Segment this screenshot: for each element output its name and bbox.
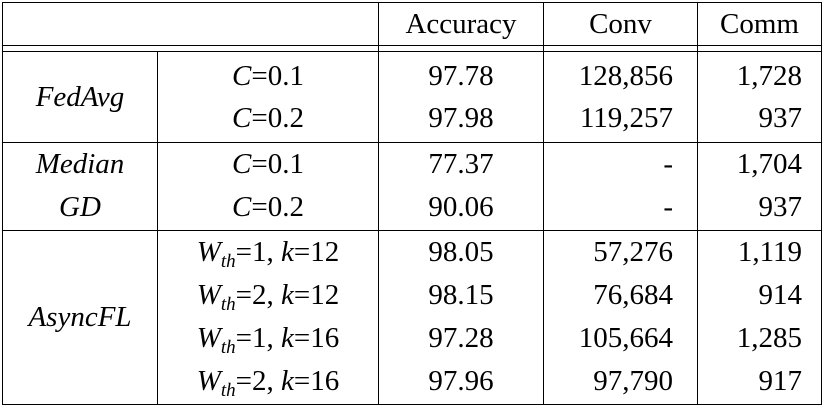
setting-var: C — [232, 102, 252, 134]
rule-conv-comm — [697, 2, 698, 405]
setting-value: =0.1 — [251, 60, 304, 92]
comm-cell: 1,119 — [737, 236, 802, 268]
accuracy-cell: 77.37 — [428, 148, 494, 180]
rule-group-2 — [2, 230, 822, 231]
w-subscript: th — [220, 337, 236, 358]
k-var: k — [281, 279, 294, 311]
method-median-line1: Median — [35, 148, 125, 180]
rule-header-1 — [2, 45, 822, 46]
comm-cell: 1,285 — [736, 322, 802, 354]
setting-cell: Wth=2, k=12 — [158, 274, 378, 316]
accuracy-cell: 97.28 — [428, 322, 494, 354]
conv-cell: 57,276 — [593, 236, 673, 268]
rule-group-1 — [2, 142, 822, 143]
accuracy-cell: 97.78 — [428, 60, 494, 92]
setting-cell: Wth=1, k=12 — [158, 231, 378, 273]
accuracy-cell: 98.05 — [428, 236, 494, 268]
setting-cell: Wth=2, k=16 — [158, 360, 378, 402]
w-var: W — [196, 365, 221, 397]
k-value: =12 — [293, 279, 340, 311]
setting-var: C — [232, 191, 252, 223]
accuracy-cell: 90.06 — [428, 191, 494, 223]
setting-var: C — [232, 60, 252, 92]
w-value: =1, — [235, 322, 282, 354]
conv-cell: - — [663, 148, 673, 180]
setting-cell: C=0.1 — [158, 143, 378, 185]
w-value: =2, — [235, 279, 282, 311]
setting-cell: Wth=1, k=16 — [158, 317, 378, 359]
rule-bottom — [2, 404, 822, 405]
method-fedavg: FedAvg — [35, 81, 125, 113]
method-asyncfl: AsyncFL — [28, 301, 132, 333]
comm-cell: 937 — [758, 191, 803, 223]
setting-value: =0.1 — [251, 148, 304, 180]
rule-top — [2, 2, 822, 3]
comm-cell: 1,728 — [736, 60, 802, 92]
setting-cell: C=0.2 — [158, 186, 378, 228]
rule-setting-accuracy — [378, 2, 379, 405]
rule-name-setting — [157, 51, 158, 405]
comm-cell: 937 — [758, 102, 803, 134]
k-value: =12 — [293, 236, 340, 268]
comm-cell: 917 — [758, 365, 803, 397]
w-subscript: th — [220, 380, 236, 401]
conv-cell: 97,790 — [593, 365, 673, 397]
k-var: k — [281, 365, 294, 397]
w-subscript: th — [220, 251, 236, 272]
setting-cell: C=0.1 — [158, 55, 378, 97]
w-value: =2, — [235, 365, 282, 397]
w-var: W — [196, 236, 221, 268]
accuracy-cell: 97.98 — [428, 102, 494, 134]
conv-cell: - — [663, 191, 673, 223]
rule-left — [2, 2, 3, 405]
comm-cell: 1,704 — [736, 148, 802, 180]
conv-cell: 119,257 — [579, 102, 673, 134]
comm-cell: 914 — [758, 279, 803, 311]
conv-cell: 76,684 — [593, 279, 673, 311]
header-comm: Comm — [720, 8, 799, 40]
k-var: k — [281, 236, 294, 268]
setting-value: =0.2 — [251, 191, 304, 223]
k-value: =16 — [293, 365, 340, 397]
method-median-line2: GD — [59, 191, 101, 223]
rule-header-2 — [2, 51, 822, 52]
k-value: =16 — [293, 322, 340, 354]
accuracy-cell: 98.15 — [428, 279, 494, 311]
accuracy-cell: 97.96 — [428, 365, 494, 397]
header-conv: Conv — [589, 8, 652, 40]
w-var: W — [196, 322, 221, 354]
w-var: W — [196, 279, 221, 311]
setting-cell: C=0.2 — [158, 97, 378, 139]
w-subscript: th — [220, 294, 236, 315]
header-accuracy: Accuracy — [405, 8, 517, 40]
w-value: =1, — [235, 236, 282, 268]
conv-cell: 105,664 — [578, 322, 673, 354]
rule-right — [821, 2, 822, 405]
conv-cell: 128,856 — [578, 60, 673, 92]
rule-accuracy-conv — [543, 2, 544, 405]
k-var: k — [281, 322, 294, 354]
setting-value: =0.2 — [251, 102, 304, 134]
setting-var: C — [232, 148, 252, 180]
